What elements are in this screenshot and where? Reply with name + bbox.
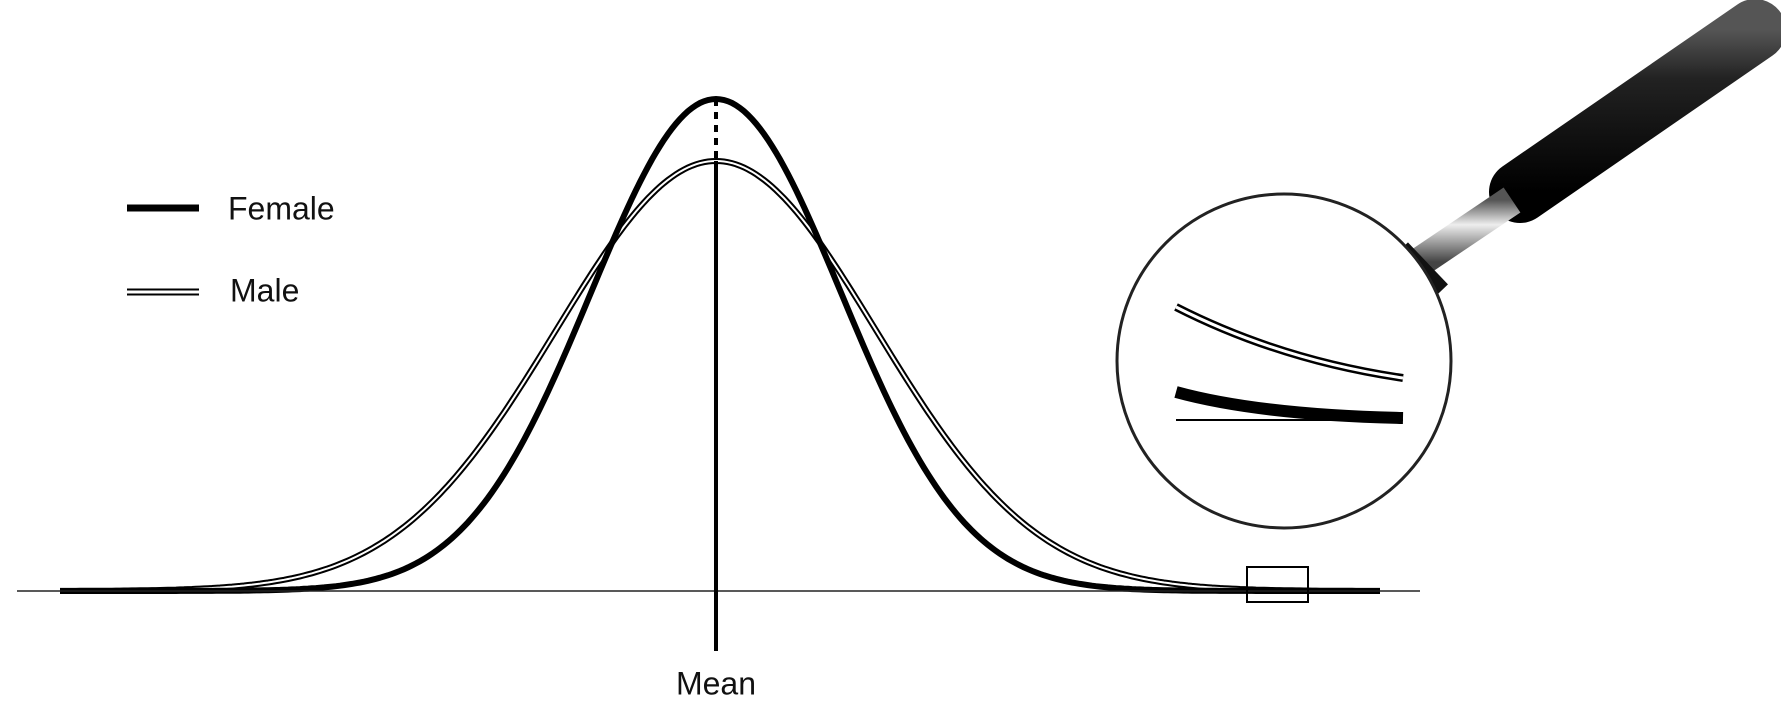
- mean-label: Mean: [676, 665, 756, 701]
- zoom-male-inner: [1175, 305, 1404, 380]
- curves: [60, 95, 1380, 594]
- male-curve-inner: [60, 159, 1380, 592]
- female-curve: [60, 95, 1380, 594]
- lens: [1115, 192, 1453, 530]
- zoom-box: [1246, 566, 1309, 603]
- ferrule: [1411, 187, 1521, 275]
- magnifier: [1115, 0, 1781, 530]
- legend-male: Male: [230, 272, 299, 308]
- handle: [1489, 0, 1781, 223]
- zoom-female: [1174, 386, 1404, 424]
- legend-female: Female: [228, 190, 335, 226]
